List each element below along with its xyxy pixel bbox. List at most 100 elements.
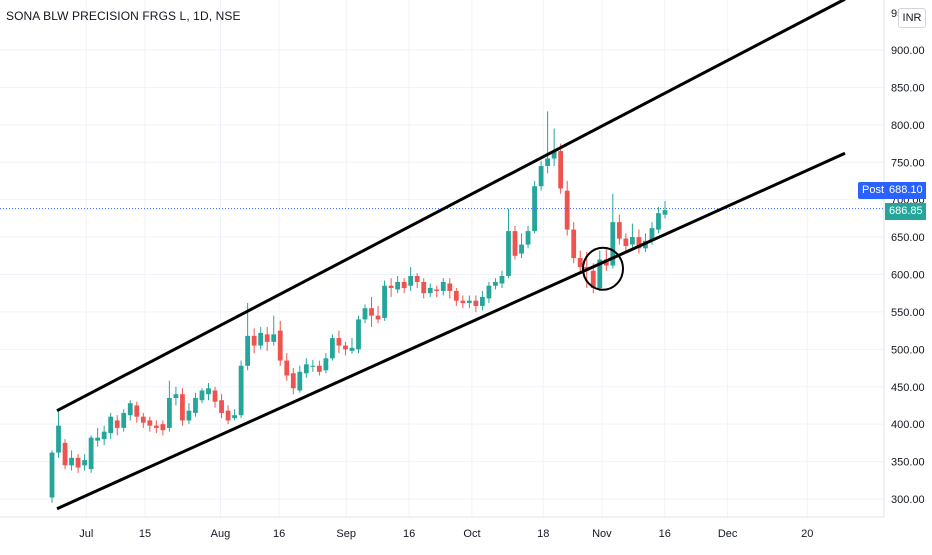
candle-body — [206, 388, 211, 395]
candle-body — [577, 258, 583, 268]
candle-body — [62, 442, 68, 466]
x-tick-label: Oct — [463, 528, 480, 540]
candle-body — [571, 229, 577, 259]
candle-body — [656, 213, 661, 230]
candle-body — [330, 338, 335, 359]
candle-body — [551, 151, 557, 159]
candle-body — [369, 308, 374, 316]
x-tick-label: 18 — [537, 528, 549, 540]
x-tick-label: 20 — [801, 528, 813, 540]
post-label-tag: Post — [858, 182, 889, 199]
candle-body — [616, 222, 622, 239]
candle-body — [629, 237, 635, 245]
candle-body — [180, 394, 185, 421]
currency-badge[interactable]: INR — [898, 8, 926, 28]
x-tick-label: Dec — [718, 528, 738, 540]
candle-body — [290, 373, 296, 389]
candle-body — [199, 390, 205, 401]
candle-body — [245, 335, 251, 366]
candle-body — [388, 285, 394, 288]
candle-body — [356, 319, 361, 350]
candle-body — [480, 296, 485, 306]
candle-body — [238, 365, 244, 416]
candle-body — [610, 222, 616, 266]
candle-body — [284, 360, 290, 376]
y-tick-label: 650.00 — [891, 232, 925, 244]
x-tick-label: 16 — [659, 528, 671, 540]
candle-body — [258, 332, 264, 346]
y-tick-label: 400.00 — [891, 419, 925, 431]
candle-body — [303, 364, 309, 374]
candle-body — [512, 231, 518, 256]
candle-body — [447, 283, 453, 291]
candle-body — [69, 457, 74, 466]
candle-body — [232, 415, 237, 419]
candle-body — [414, 275, 420, 282]
candle-body — [336, 338, 342, 346]
annotation-circle — [582, 246, 624, 291]
y-tick-label: 550.00 — [891, 307, 925, 319]
candle-body — [525, 231, 531, 245]
candle-body — [590, 270, 596, 288]
candle-body — [160, 424, 166, 431]
x-tick-label: 16 — [403, 528, 415, 540]
last-price-tag: 686.85 — [885, 203, 926, 220]
candle-body — [408, 275, 414, 286]
x-tick-label: Sep — [336, 528, 356, 540]
candle-body — [460, 300, 466, 303]
candle-body — [212, 390, 218, 402]
candle-body — [49, 452, 55, 498]
candle-body — [382, 285, 387, 318]
candle-body — [421, 281, 427, 294]
x-tick-label: Jul — [79, 528, 93, 540]
candle-body — [538, 165, 544, 187]
candle-body — [316, 365, 322, 372]
candle-body — [434, 289, 440, 291]
chart-title: SONA BLW PRECISION FRGS L, 1D, NSE — [6, 9, 241, 23]
candle-body — [558, 151, 564, 189]
candle-body — [486, 285, 492, 299]
candle-body — [506, 231, 511, 276]
candle-body — [56, 425, 61, 453]
y-tick-label: 900.00 — [891, 45, 925, 57]
candle-body — [310, 365, 316, 367]
candle-body — [662, 210, 668, 215]
candle-body — [649, 228, 655, 241]
candle-body — [362, 308, 368, 320]
x-tick-label: Aug — [211, 528, 231, 540]
candle-body — [193, 397, 198, 413]
candle-body — [114, 420, 120, 428]
candle-body — [473, 300, 479, 306]
y-tick-label: 600.00 — [891, 270, 925, 282]
y-tick-label: 850.00 — [891, 82, 925, 94]
candle-body — [173, 394, 179, 398]
candle-body — [623, 238, 629, 247]
candle-body — [101, 431, 107, 440]
candle-body — [88, 437, 94, 470]
candle-body — [121, 412, 127, 428]
candle-body — [597, 259, 603, 288]
candle-body — [251, 335, 257, 346]
candle-body — [453, 290, 459, 301]
candle-body — [499, 275, 505, 284]
candle-body — [75, 457, 81, 468]
candle-body — [108, 416, 114, 434]
candle-body — [134, 405, 140, 417]
y-tick-label: 750.00 — [891, 157, 925, 169]
candle-body — [225, 410, 231, 421]
candle-body — [277, 330, 283, 361]
trendline-upper — [56, 0, 846, 413]
candle-body — [219, 400, 224, 413]
candle-body — [186, 410, 192, 421]
post-value-tag: 688.10 — [885, 182, 926, 199]
x-tick-label: Nov — [592, 528, 612, 540]
candle-body — [349, 347, 355, 351]
candle-body — [440, 281, 446, 291]
y-tick-label: 450.00 — [891, 382, 925, 394]
x-tick-label: 15 — [139, 528, 151, 540]
candle-body — [564, 190, 570, 230]
x-tick-label: 16 — [273, 528, 285, 540]
candle-body — [466, 300, 472, 303]
